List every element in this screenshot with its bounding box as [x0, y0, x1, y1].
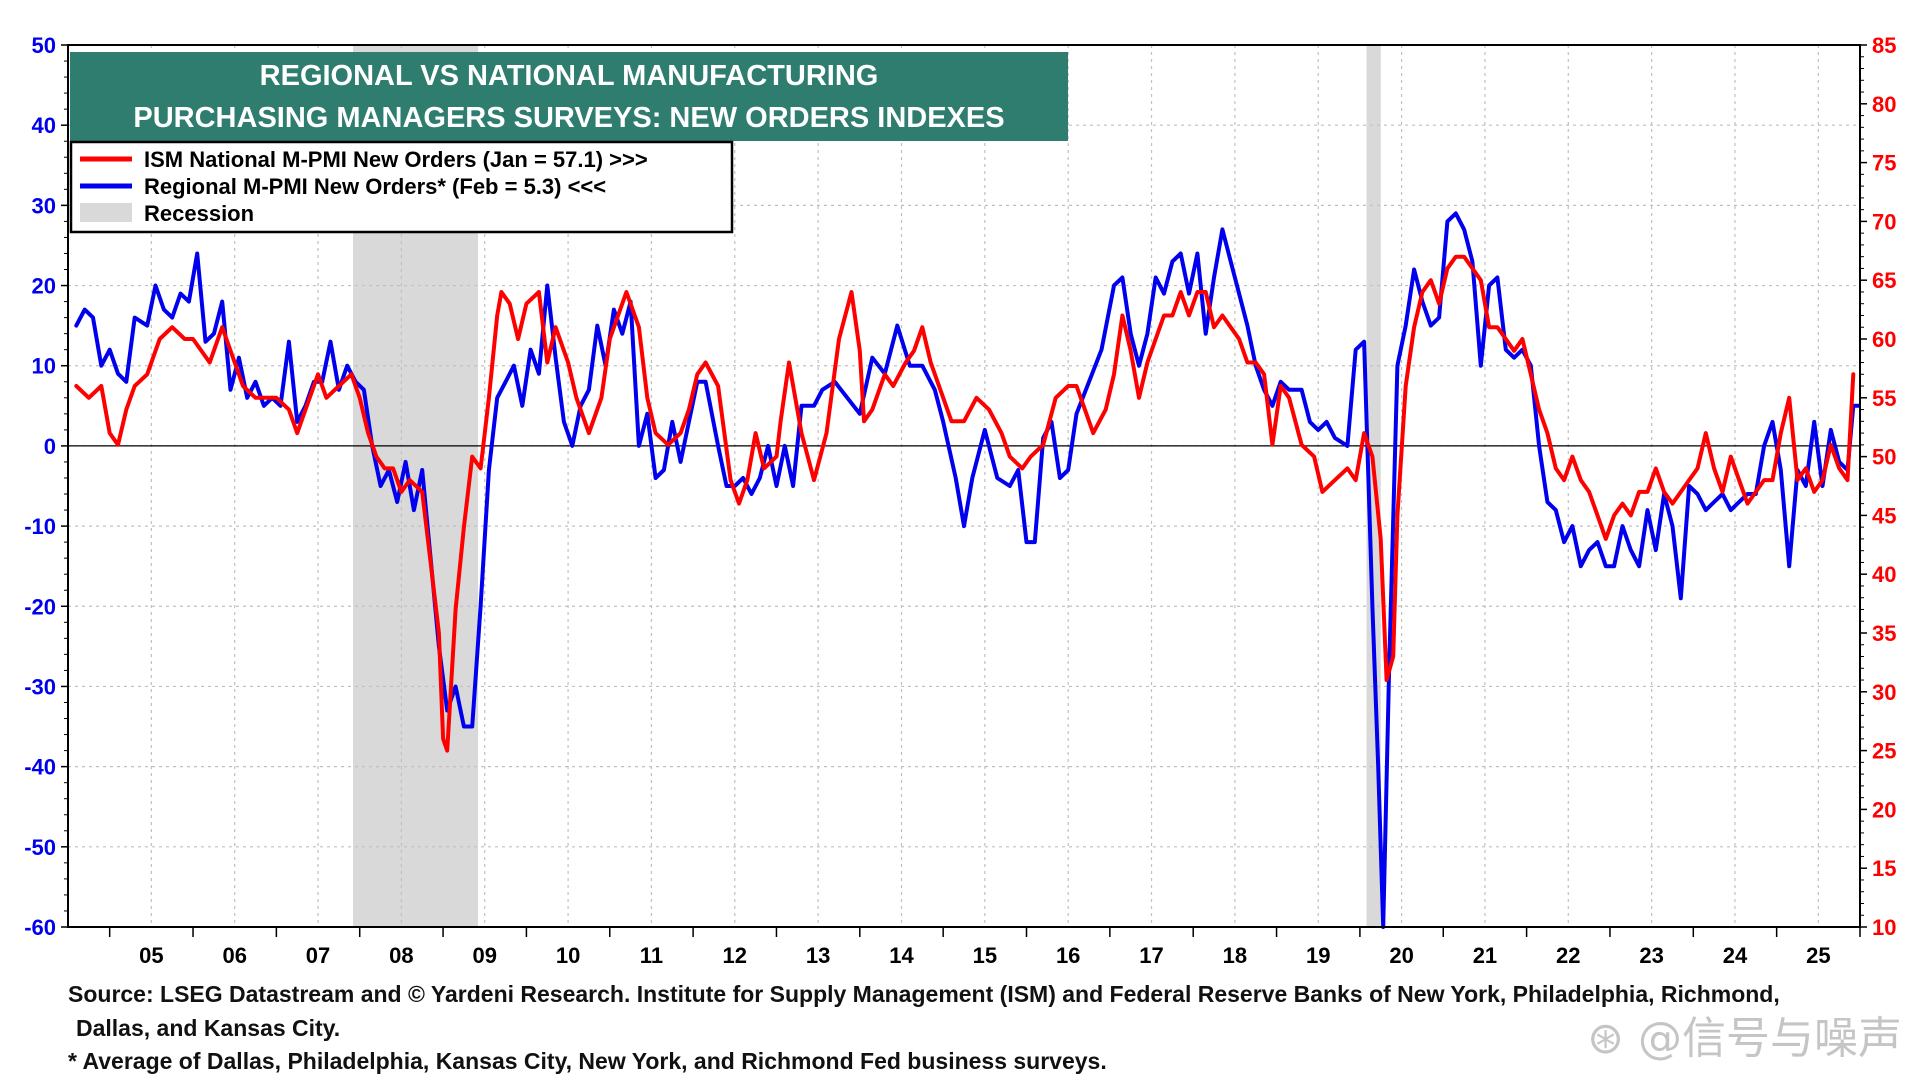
x-tick-label: 17: [1139, 943, 1163, 968]
footnote: * Average of Dallas, Philadelphia, Kansa…: [68, 1048, 1107, 1074]
right-tick-label: 80: [1872, 92, 1896, 117]
right-tick-label: 50: [1872, 445, 1896, 470]
x-tick-label: 11: [640, 943, 663, 968]
x-tick-label: 08: [389, 943, 413, 968]
left-tick-label: -20: [24, 594, 56, 619]
x-tick-label: 14: [889, 943, 914, 968]
left-tick-label: 0: [44, 434, 56, 459]
right-tick-label: 15: [1872, 856, 1896, 881]
x-tick-label: 12: [723, 943, 747, 968]
left-tick-label: 50: [32, 33, 56, 58]
left-tick-label: -40: [24, 755, 56, 780]
plot-frame: [67, 44, 1861, 928]
legend-swatch-recession: [80, 203, 132, 222]
title-line-2: PURCHASING MANAGERS SURVEYS: NEW ORDERS …: [133, 102, 1004, 134]
x-tick-label: 20: [1389, 943, 1413, 968]
title-box: REGIONAL VS NATIONAL MANUFACTURING PURCH…: [70, 52, 1068, 141]
series-line-regional: [74, 211, 1861, 929]
watermark: ⊛ @信号与噪声: [1587, 1013, 1902, 1064]
x-axis: 05 06 07 08 09 10 11 12 13 14 15 16 17 18 19 20 21 22 23 24…: [108, 927, 1861, 968]
title-background: [70, 52, 1068, 141]
x-tick-label: 10: [556, 943, 580, 968]
right-tick-label: 65: [1872, 268, 1896, 293]
x-tick-label: 18: [1223, 943, 1247, 968]
x-tick-label: 09: [473, 943, 497, 968]
x-tick-label: 23: [1639, 943, 1663, 968]
legend-label-recession: Recession: [144, 201, 254, 226]
left-tick-label: -50: [24, 835, 56, 860]
x-tick-label: 19: [1306, 943, 1330, 968]
series-line-ism: [74, 254, 1856, 753]
right-tick-label: 85: [1872, 33, 1896, 58]
x-tick-label: 16: [1056, 943, 1080, 968]
x-tick-label: 13: [806, 943, 830, 968]
source-line-1: Source: LSEG Datastream and © Yardeni Re…: [68, 981, 1780, 1007]
right-tick-label: 60: [1872, 327, 1896, 352]
legend-label-ism: ISM National M-PMI New Orders (Jan = 57.…: [144, 147, 648, 172]
title-line-1: REGIONAL VS NATIONAL MANUFACTURING: [260, 60, 879, 92]
left-tick-label: -10: [24, 514, 56, 539]
legend-frame: [69, 140, 734, 234]
right-tick-label: 35: [1872, 621, 1896, 646]
x-tick-label: 06: [222, 943, 246, 968]
left-tick-label: 10: [32, 354, 56, 379]
right-tick-label: 20: [1872, 797, 1896, 822]
x-tick-label: 25: [1806, 943, 1830, 968]
x-tick-label: 21: [1473, 943, 1497, 968]
x-tick-label: 05: [139, 943, 163, 968]
right-tick-label: 75: [1872, 151, 1896, 176]
left-axis: 50 40 30 20 10 0 -10 -20 -30 -40 -50 -60: [24, 33, 68, 940]
legend-label-regional: Regional M-PMI New Orders* (Feb = 5.3) <…: [144, 174, 606, 199]
left-tick-label: 30: [32, 193, 56, 218]
right-tick-label: 55: [1872, 386, 1896, 411]
right-tick-label: 25: [1872, 739, 1896, 764]
left-tick-label: -30: [24, 674, 56, 699]
left-tick-label: -60: [24, 915, 56, 940]
right-tick-label: 70: [1872, 209, 1896, 234]
source-line-2: Dallas, and Kansas City.: [76, 1015, 341, 1041]
left-tick-label: 20: [32, 274, 56, 299]
right-tick-label: 40: [1872, 562, 1896, 587]
legend: ISM National M-PMI New Orders (Jan = 57.…: [69, 140, 734, 234]
x-tick-label: 24: [1723, 943, 1748, 968]
right-tick-label: 10: [1872, 915, 1896, 940]
x-tick-label: 22: [1556, 943, 1580, 968]
right-tick-label: 30: [1872, 680, 1896, 705]
right-tick-label: 45: [1872, 503, 1896, 528]
left-tick-label: 40: [32, 113, 56, 138]
x-tick-label: 07: [306, 943, 330, 968]
series-lines: [74, 211, 1861, 929]
x-tick-label: 15: [973, 943, 997, 968]
right-axis: 85 80 75 70 65 60 55 50 45 40 35 30 25 20 15 10: [1860, 33, 1896, 940]
